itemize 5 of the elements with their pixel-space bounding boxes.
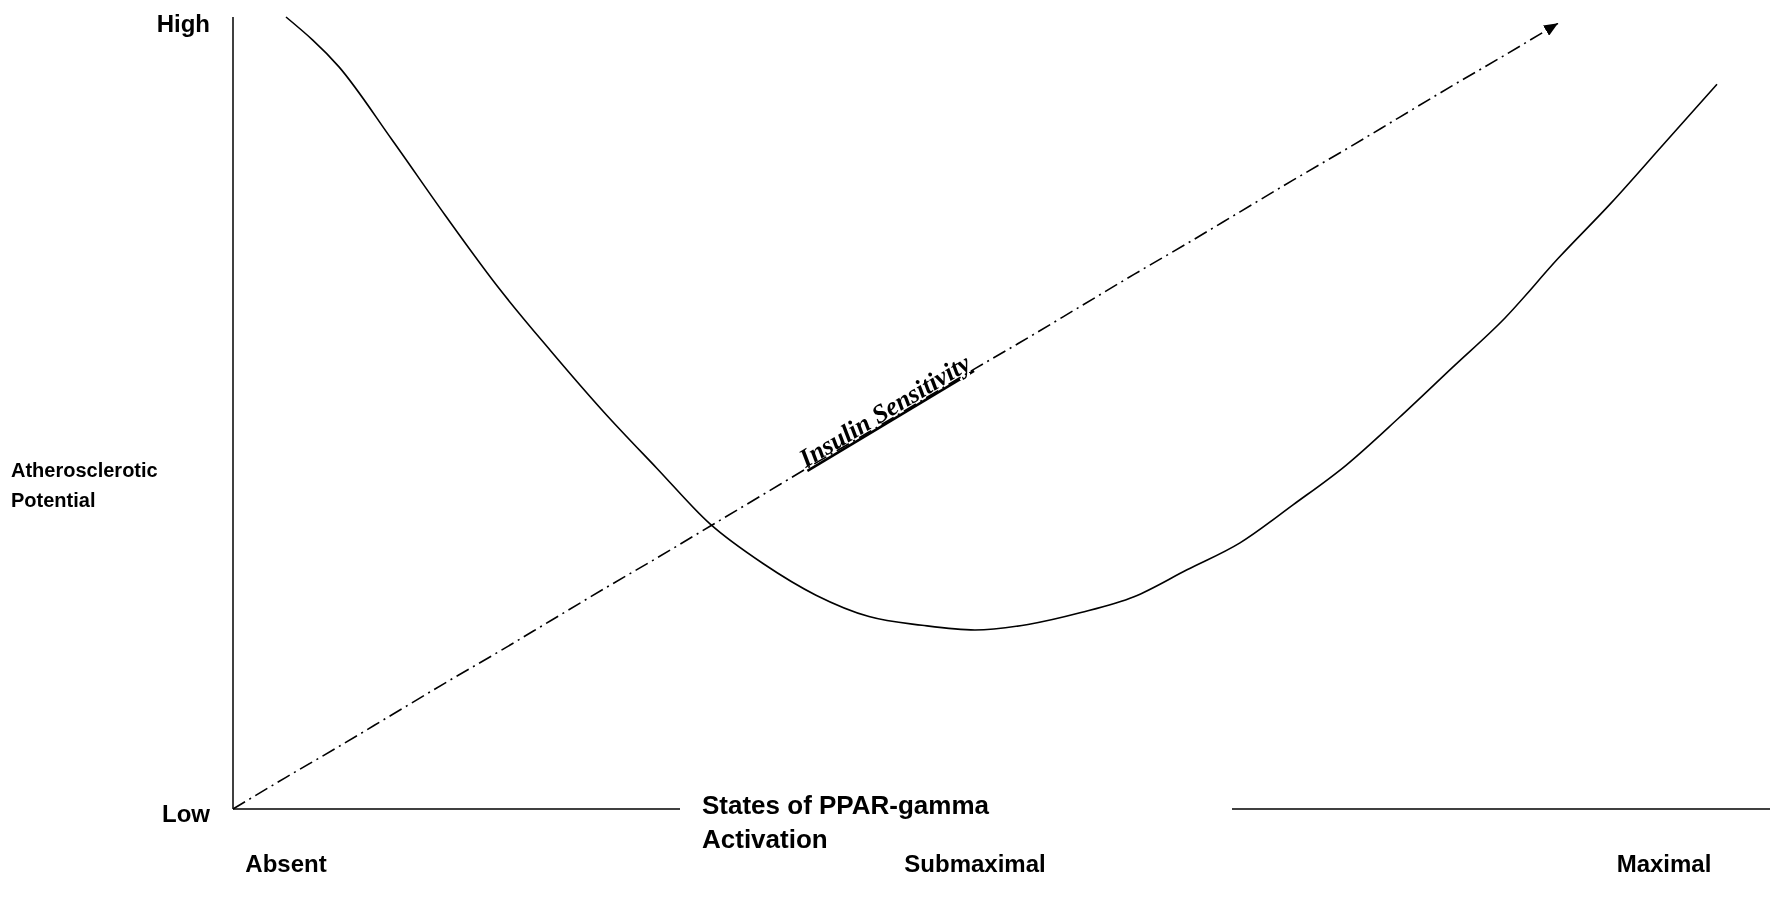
x-tick-label: Maximal bbox=[1616, 850, 1712, 878]
text: High bbox=[155, 10, 210, 38]
text: Low bbox=[161, 800, 210, 828]
y-axis-title: Atherosclerotic Potential bbox=[11, 458, 159, 513]
x-tick-label: Absent bbox=[245, 850, 327, 878]
